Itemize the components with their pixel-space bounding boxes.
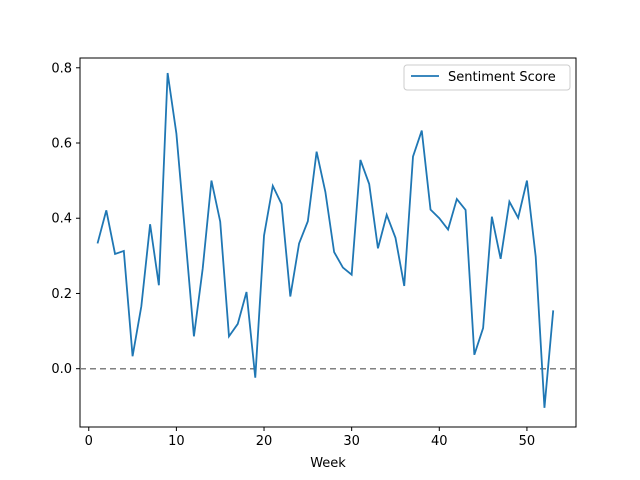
x-tick-label: 10 [168, 434, 185, 449]
x-axis-label: Week [310, 456, 346, 471]
legend-box [403, 64, 571, 91]
y-tick-label: 0.4 [51, 212, 72, 227]
series-line-sentiment-score [96, 72, 555, 408]
legend: Sentiment Score [403, 64, 571, 91]
x-tick-label: 40 [431, 434, 448, 449]
plot-frame [79, 57, 577, 428]
x-tick-label: 50 [519, 434, 536, 449]
x-tick-label: 30 [343, 434, 360, 449]
legend-label: Sentiment Score [448, 70, 556, 85]
x-tick-label: 0 [85, 434, 93, 449]
axis-ticks: 0 10 20 30 40 50 0.0 0.2 0.4 0.6 0.8 [51, 61, 535, 449]
y-tick-label: 0.6 [51, 137, 72, 152]
y-tick-label: 0.0 [51, 362, 72, 377]
y-tick-label: 0.8 [51, 61, 72, 76]
y-tick-label: 0.2 [51, 287, 72, 302]
x-tick-label: 20 [256, 434, 273, 449]
